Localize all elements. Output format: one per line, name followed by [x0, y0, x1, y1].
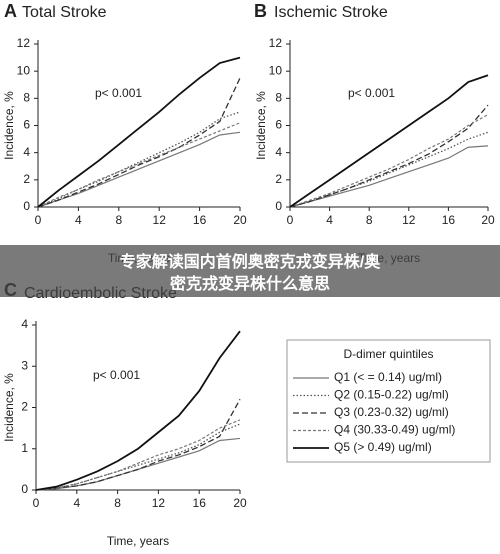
y-tick-label: 10 [269, 63, 283, 77]
legend-label: Q5 (> 0.49) ug/ml) [334, 440, 432, 454]
annotation: p< 0.001 [95, 86, 142, 100]
overlay-banner: 专家解读国内首例奥密克戎变异株/奥 密克戎变异株什么意思 [0, 245, 500, 297]
series-line [37, 77, 241, 208]
x-tick-label: 0 [35, 213, 42, 227]
y-tick-label: 4 [23, 145, 30, 159]
y-tick-label: 0 [21, 482, 28, 496]
x-tick-label: 4 [73, 496, 80, 510]
legend-box [286, 339, 491, 463]
x-tick-label: 4 [326, 213, 333, 227]
x-tick-label: 12 [153, 213, 167, 227]
panel-label: B [254, 1, 267, 21]
banner-text: 专家解读国内首例奥密克戎变异株/奥 [120, 252, 381, 271]
y-tick-label: 0 [275, 199, 282, 213]
y-tick-label: 6 [275, 118, 282, 132]
x-tick-label: 4 [75, 213, 82, 227]
chart-title: Total Stroke [22, 4, 107, 21]
series-line [289, 74, 489, 208]
x-tick-label: 0 [287, 213, 294, 227]
x-tick-label: 16 [442, 213, 456, 227]
y-tick-label: 8 [275, 91, 282, 105]
x-tick-label: 16 [193, 496, 207, 510]
y-tick-label: 0 [23, 199, 30, 213]
annotation: p< 0.001 [348, 86, 395, 100]
y-tick-label: 8 [23, 91, 30, 105]
series-line [35, 419, 241, 491]
y-tick-label: 6 [23, 118, 30, 132]
x-axis-label: Time, years [107, 534, 169, 548]
x-tick-label: 20 [233, 213, 247, 227]
annotation: p< 0.001 [93, 368, 140, 382]
y-tick-label: 2 [21, 400, 28, 414]
panel-label: A [4, 1, 17, 21]
y-tick-label: 12 [269, 36, 283, 50]
y-axis-label: Incidence, % [254, 91, 268, 160]
legend-label: Q2 (0.15-0.22) ug/ml) [334, 388, 449, 402]
legend: D-dimer quintiles Q1 (< = 0.14) ug/ml) Q2 … [286, 339, 491, 463]
chart-title: Ischemic Stroke [274, 4, 388, 21]
x-tick-label: 20 [481, 213, 495, 227]
series-line [289, 145, 489, 208]
series-line [37, 56, 241, 208]
y-tick-label: 4 [21, 317, 28, 331]
x-tick-label: 12 [152, 496, 166, 510]
series-line [289, 114, 489, 208]
series-line [35, 398, 241, 491]
y-tick-label: 4 [275, 145, 282, 159]
legend-label: Q1 (< = 0.14) ug/ml) [334, 370, 442, 384]
x-tick-label: 12 [402, 213, 416, 227]
y-axis-label: Incidence, % [2, 91, 16, 160]
series-line [35, 330, 241, 491]
legend-label: Q4 (30.33-0.49) ug/ml) [334, 423, 455, 437]
series-line [37, 122, 241, 208]
series-line [37, 111, 241, 208]
series-line [37, 131, 241, 208]
y-tick-label: 3 [21, 358, 28, 372]
x-tick-label: 20 [233, 496, 247, 510]
y-tick-label: 1 [21, 441, 28, 455]
banner-background [0, 245, 500, 297]
legend-label: Q3 (0.23-0.32) ug/ml) [334, 405, 449, 419]
x-tick-label: 8 [115, 213, 122, 227]
x-tick-label: 16 [193, 213, 207, 227]
legend-title: D-dimer quintiles [343, 347, 433, 361]
y-tick-label: 12 [17, 36, 31, 50]
y-tick-label: 2 [23, 172, 30, 186]
y-tick-label: 10 [17, 63, 31, 77]
series-line [289, 131, 489, 208]
y-axis-label: Incidence, % [2, 373, 16, 442]
x-tick-label: 0 [33, 496, 40, 510]
charts: A Total Stroke Incidence, % Time, years p< 0… [2, 1, 495, 548]
y-tick-label: 2 [275, 172, 282, 186]
banner-text: 密克戎变异株什么意思 [169, 274, 330, 293]
series-line [35, 423, 241, 491]
x-tick-label: 8 [366, 213, 373, 227]
x-tick-label: 8 [114, 496, 121, 510]
